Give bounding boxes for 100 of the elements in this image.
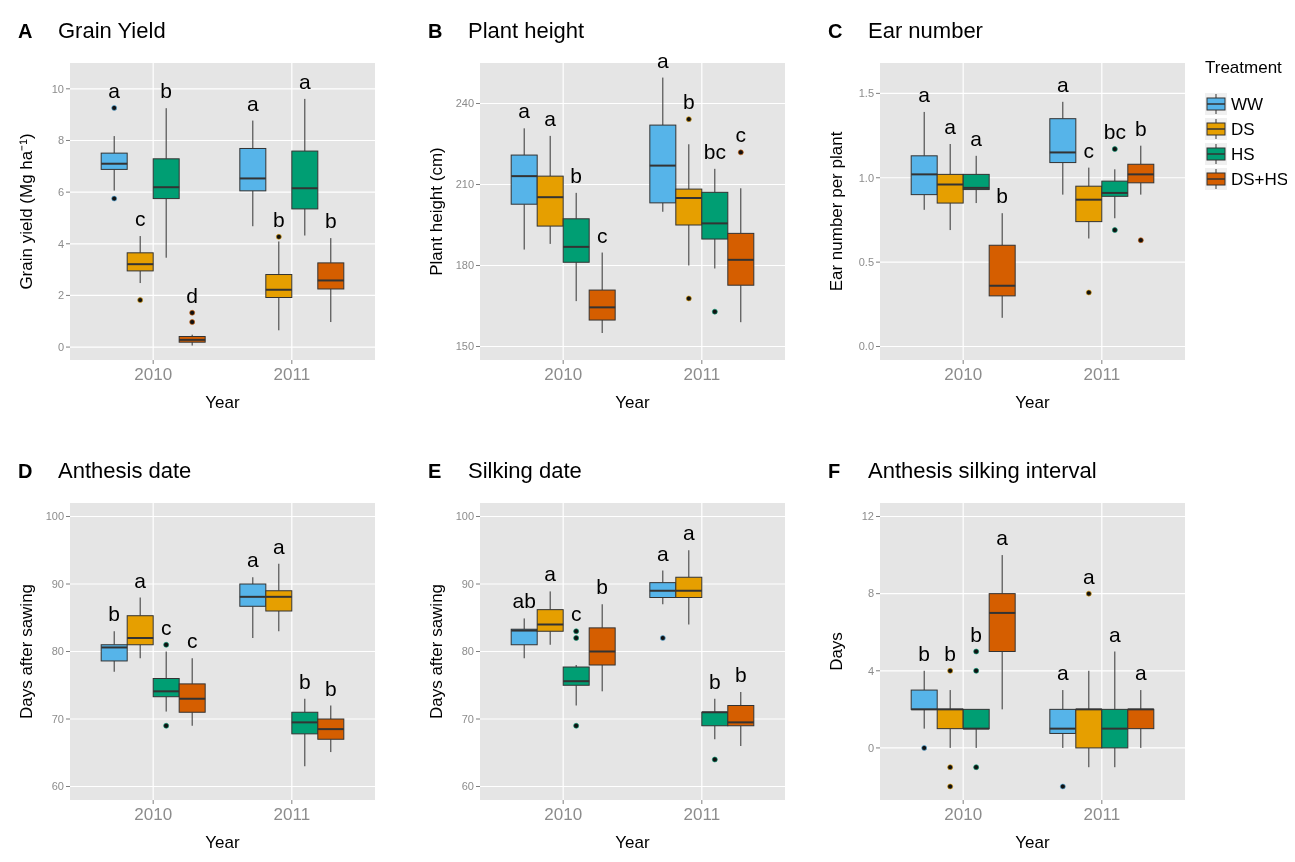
y-tick-label: 4 <box>57 237 64 250</box>
annotation: a <box>918 82 931 106</box>
x-axis-title: Year <box>1015 833 1051 852</box>
annotation: a <box>1082 564 1095 588</box>
annotation: c <box>570 602 582 626</box>
y-axis-title: Ear number per plant <box>827 131 846 292</box>
annotation: b <box>298 669 311 693</box>
annotation: b <box>682 90 695 114</box>
x-tick-label: 2010 <box>544 805 583 824</box>
chart-title: Grain Yield <box>58 18 166 43</box>
annotation: b <box>108 602 121 626</box>
y-tick-label: 70 <box>461 712 474 725</box>
annotation: a <box>996 526 1009 550</box>
x-tick-label: 2010 <box>134 365 173 384</box>
annotation: a <box>1056 661 1069 685</box>
annotation: a <box>1134 661 1147 685</box>
x-axis-title: Year <box>1015 393 1051 412</box>
y-axis-title: Days after sawing <box>17 583 36 720</box>
y-tick-label: 0 <box>867 741 874 754</box>
annotation: a <box>970 126 983 150</box>
y-tick-label: 210 <box>455 178 474 191</box>
y-tick-label: 60 <box>461 780 474 793</box>
chart-title: Anthesis silking interval <box>868 458 1097 483</box>
legend-title: Treatment <box>1205 58 1283 77</box>
annotation: a <box>298 69 311 93</box>
annotation: a <box>656 541 669 565</box>
annotation: d <box>186 283 199 307</box>
annotation: b <box>272 207 285 231</box>
y-tick-label: 8 <box>57 134 64 147</box>
annotation: b <box>324 209 337 233</box>
y-tick-label: 90 <box>51 577 64 590</box>
annotation: b <box>734 663 747 686</box>
x-axis-title: Year <box>615 833 651 852</box>
annotation: c <box>1083 138 1095 162</box>
x-tick-label: 2011 <box>683 805 721 824</box>
x-tick-label: 2010 <box>944 365 983 384</box>
annotation: a <box>518 99 531 123</box>
y-axis-title: Days after sawing <box>427 583 446 720</box>
annotation: a <box>246 548 259 572</box>
annotation: b <box>944 641 957 665</box>
annotation: c <box>735 123 747 147</box>
y-axis-title: Plant height (cm) <box>427 147 446 276</box>
text: F <box>828 460 841 482</box>
y-tick-label: 180 <box>455 259 474 272</box>
y-tick-label: 4 <box>867 664 874 677</box>
annotation: b <box>1134 116 1147 140</box>
annotation: b <box>708 669 721 693</box>
x-tick-label: 2010 <box>544 365 583 384</box>
x-tick-label: 2011 <box>1083 805 1121 824</box>
y-tick-label: 100 <box>45 510 64 523</box>
y-tick-label: 90 <box>461 577 474 590</box>
y-tick-label: 80 <box>461 645 474 658</box>
annotation: a <box>108 78 121 102</box>
y-tick-label: 8 <box>867 587 874 600</box>
y-tick-label: 2 <box>57 289 64 302</box>
chart-title: Plant height <box>468 18 585 43</box>
annotation: bc <box>703 139 726 163</box>
annotation: a <box>1108 622 1121 646</box>
annotation: c <box>186 629 198 653</box>
text: A <box>18 20 33 42</box>
annotation: a <box>544 106 557 130</box>
annotation: a <box>134 568 147 592</box>
legend-label: DS <box>1231 119 1255 139</box>
annotation: b <box>596 575 609 599</box>
legend-label: DS+HS <box>1231 169 1289 189</box>
legend-label: WW <box>1231 94 1264 114</box>
y-tick-label: 70 <box>51 712 64 725</box>
y-tick-label: 0.5 <box>858 255 874 268</box>
annotation: a <box>544 562 557 586</box>
x-tick-label: 2011 <box>683 365 721 384</box>
annotation: a <box>656 48 669 72</box>
y-axis-title: Grain yield (Mg ha⁻¹) <box>17 133 36 290</box>
y-tick-label: 10 <box>51 82 64 95</box>
x-axis-title: Year <box>205 393 241 412</box>
annotation: b <box>996 184 1009 208</box>
text: C <box>828 20 843 42</box>
annotation: a <box>682 521 695 545</box>
annotation: b <box>324 676 337 700</box>
annotation: c <box>596 223 608 247</box>
y-tick-label: 60 <box>51 780 64 793</box>
annotation: b <box>570 163 583 187</box>
y-tick-label: 150 <box>455 340 474 353</box>
y-tick-label: 12 <box>861 510 874 523</box>
annotation: b <box>970 622 983 646</box>
annotation: b <box>918 641 931 665</box>
x-tick-label: 2011 <box>273 805 311 824</box>
annotation: c <box>134 207 146 231</box>
annotation: bc <box>1103 120 1126 144</box>
annotation: b <box>160 79 173 103</box>
legend-label: HS <box>1231 144 1255 164</box>
y-tick-label: 1.5 <box>858 87 874 100</box>
x-axis-title: Year <box>205 833 241 852</box>
annotation: a <box>246 91 259 115</box>
x-tick-label: 2010 <box>134 805 173 824</box>
text: D <box>18 460 33 482</box>
chart-title: Silking date <box>468 458 582 483</box>
y-tick-label: 0.0 <box>858 340 874 353</box>
chart-title: Anthesis date <box>58 458 192 483</box>
x-tick-label: 2010 <box>944 805 983 824</box>
x-tick-label: 2011 <box>1083 365 1121 384</box>
